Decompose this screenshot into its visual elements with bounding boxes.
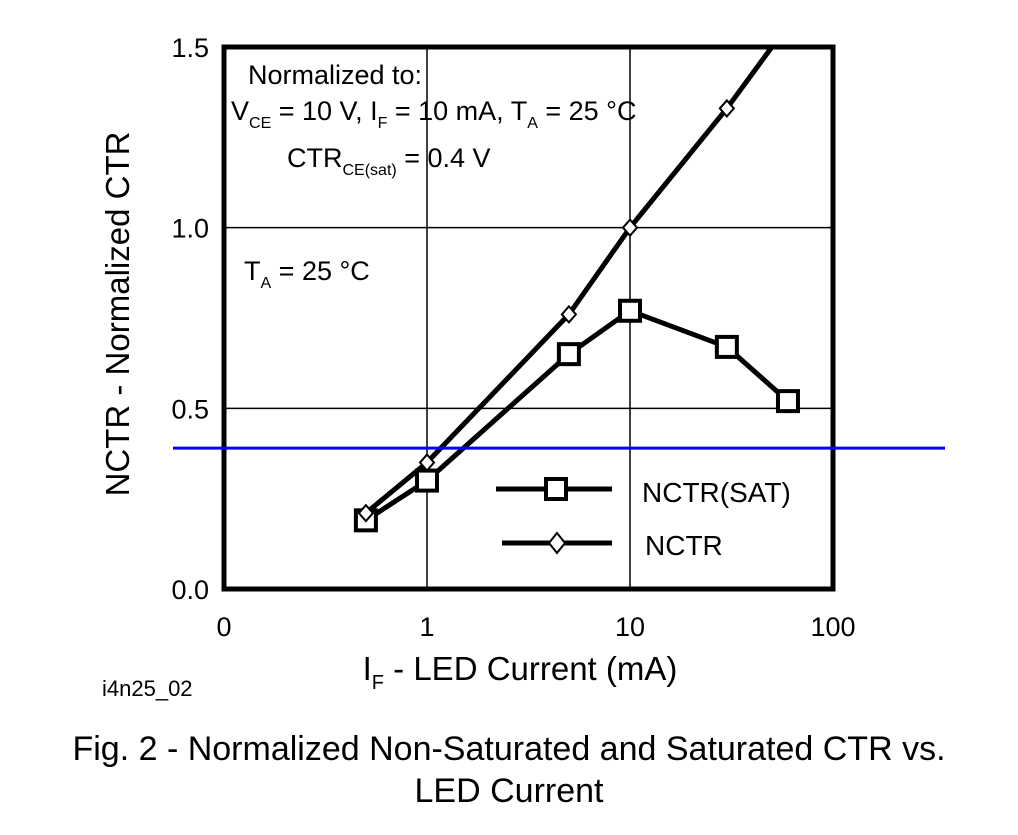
annotation-text: = 0.4 V xyxy=(397,143,491,173)
grid-lines xyxy=(224,47,833,589)
series-layer xyxy=(353,45,800,533)
caption-line-1: Fig. 2 - Normalized Non-Saturated and Sa… xyxy=(72,730,946,768)
x-label-subscript: F xyxy=(372,672,384,694)
figure-id: i4n25_02 xyxy=(102,676,193,701)
caption-line-2: LED Current xyxy=(414,772,604,810)
subscript-text: CE xyxy=(249,115,271,132)
x-label-rest: - LED Current (mA) xyxy=(384,650,677,687)
x-tick-label: 100 xyxy=(810,612,855,642)
subscript-text: CE(sat) xyxy=(343,162,397,179)
x-tick-label: 10 xyxy=(615,612,645,642)
axis-ticks: 0.0 0.5 1.0 1.5 0 1 10 100 xyxy=(171,33,855,642)
annotation-text: = 10 V, I xyxy=(271,96,377,126)
x-axis-label: IF - LED Current (mA) xyxy=(363,650,678,694)
annotation-normalized-to: Normalized to: xyxy=(248,60,422,90)
data-point-nctr xyxy=(357,503,375,523)
x-tick-label: 1 xyxy=(419,612,434,642)
y-tick-label: 1.5 xyxy=(171,33,209,63)
data-point-nctr xyxy=(621,218,639,238)
data-point-nctr-sat xyxy=(415,468,439,493)
y-tick-label: 0.5 xyxy=(171,394,209,424)
legend-label-nctr: NCTR xyxy=(645,530,723,561)
data-point-nctr xyxy=(560,304,578,324)
annotation-text: V xyxy=(231,96,249,126)
y-tick-label: 1.0 xyxy=(171,214,209,244)
plot-frame xyxy=(221,44,836,592)
subscript-text: A xyxy=(527,115,538,132)
data-point-nctr-sat xyxy=(556,342,581,367)
y-tick-label: 0.0 xyxy=(171,575,209,605)
annotation-text: = 10 mA, T xyxy=(387,96,527,126)
annotation-text: T xyxy=(244,256,261,286)
annotation-ambient-temperature: TA = 25 °C xyxy=(244,256,370,292)
annotation-text: = 25 °C xyxy=(271,256,370,286)
legend-marker-nctr xyxy=(547,531,567,555)
legend-label-nctr-sat: NCTR(SAT) xyxy=(642,477,791,508)
y-axis-label: NCTR - Normalized CTR xyxy=(99,132,136,497)
figure-caption: Fig. 2 - Normalized Non-Saturated and Sa… xyxy=(0,728,1018,812)
legend: NCTR(SAT) NCTR xyxy=(496,477,791,561)
subscript-text: F xyxy=(378,115,388,132)
x-tick-label: 0 xyxy=(216,612,231,642)
annotation-ctr-sat: CTRCE(sat) = 0.4 V xyxy=(287,143,491,179)
annotation-conditions: VCE = 10 V, IF = 10 mA, TA = 25 °C xyxy=(231,96,636,132)
x-label-main: I xyxy=(363,650,372,687)
data-point-nctr xyxy=(418,453,436,473)
subscript-text: A xyxy=(261,275,272,292)
annotation-text: = 25 °C xyxy=(538,96,637,126)
annotation-text: CTR xyxy=(287,143,343,173)
data-point-nctr-sat xyxy=(618,298,642,323)
data-point-nctr-sat xyxy=(775,389,800,414)
data-point-nctr-sat xyxy=(714,334,739,359)
data-point-nctr xyxy=(718,98,736,118)
series-line-nctr xyxy=(364,45,774,516)
legend-marker-nctr-sat xyxy=(544,477,568,501)
